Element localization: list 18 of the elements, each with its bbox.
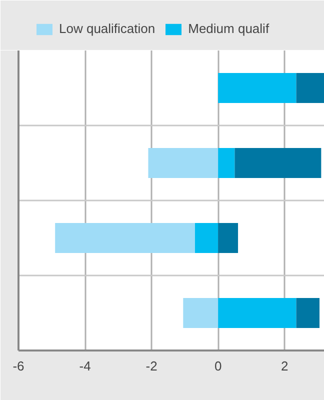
- bar: [148, 148, 218, 178]
- bar: [55, 223, 195, 253]
- bar: [296, 298, 320, 328]
- bar: [218, 148, 235, 178]
- bar: [218, 298, 296, 328]
- legend-label: Medium qualif: [188, 21, 270, 36]
- x-tick-label: -4: [79, 358, 91, 374]
- x-tick-label: 0: [214, 358, 222, 374]
- bar: [296, 73, 324, 103]
- x-tick-label: -6: [12, 358, 24, 374]
- bar: [234, 148, 322, 178]
- legend-label: Low qualification: [59, 21, 156, 36]
- x-tick-label: 2: [280, 358, 288, 374]
- bar: [218, 73, 296, 103]
- bar: [183, 298, 218, 328]
- bar: [218, 223, 238, 253]
- x-tick-label: -2: [146, 358, 158, 374]
- bar: [194, 223, 218, 253]
